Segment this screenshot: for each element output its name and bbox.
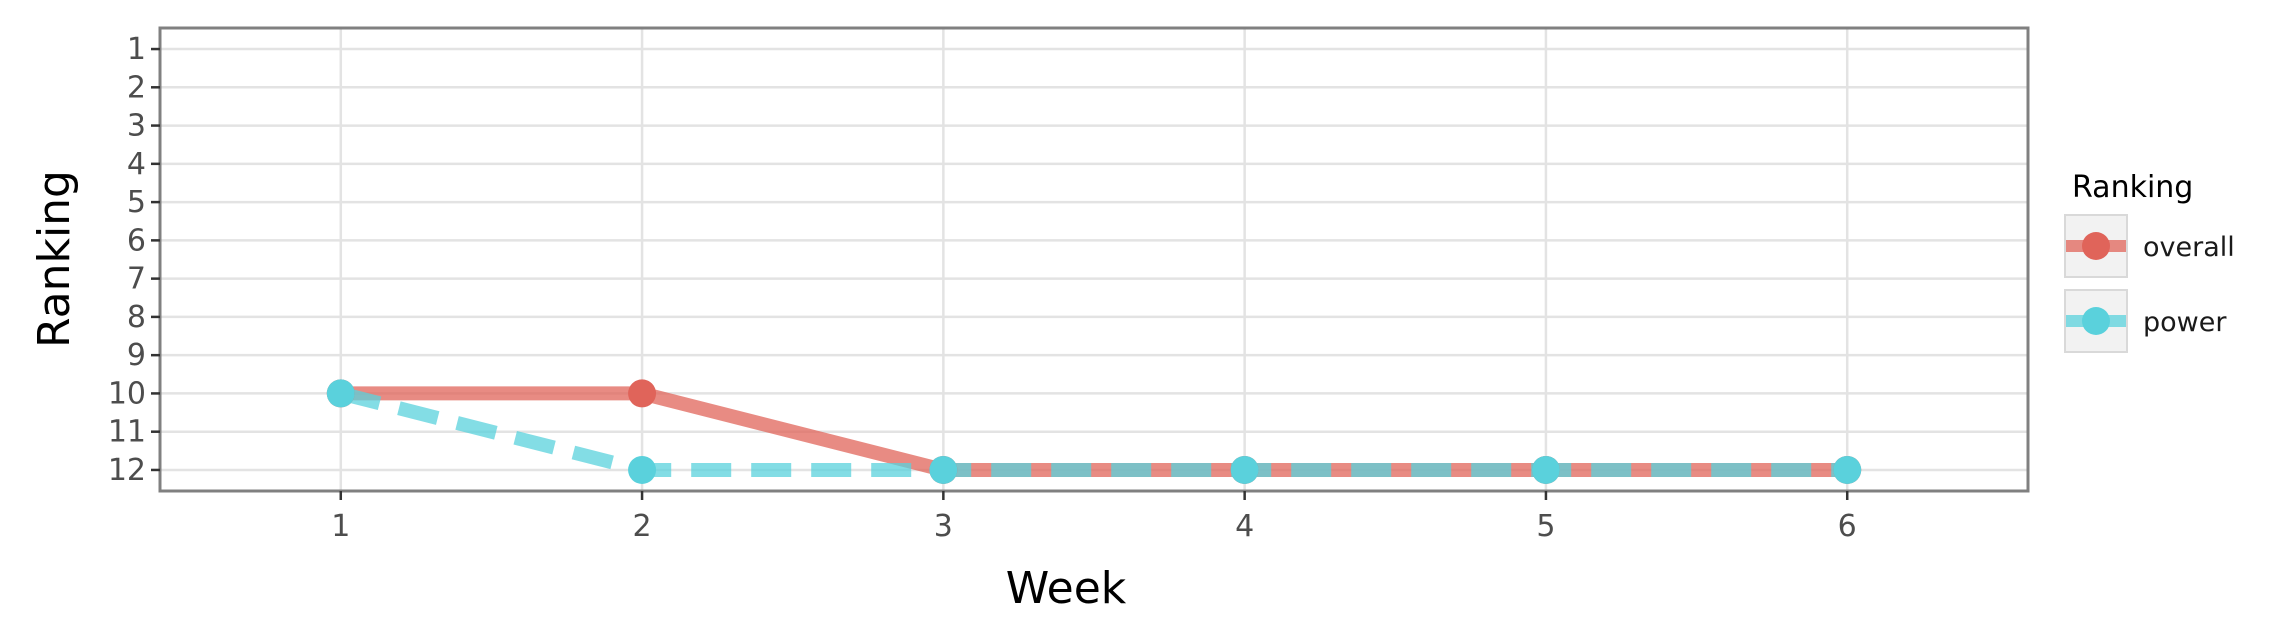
series-line-power bbox=[339, 386, 1848, 477]
legend-title: Ranking bbox=[2072, 170, 2193, 205]
data-point-power bbox=[628, 455, 657, 484]
y-tick-label: 8 bbox=[127, 300, 146, 335]
y-tick-label: 3 bbox=[127, 109, 146, 144]
x-tick-label: 2 bbox=[633, 509, 652, 544]
legend-key-marker bbox=[2082, 307, 2110, 335]
x-axis-label: Week bbox=[1006, 563, 1127, 614]
data-point-power bbox=[929, 455, 958, 484]
x-tick-label: 5 bbox=[1536, 509, 1555, 544]
y-tick-label: 7 bbox=[127, 262, 146, 297]
y-tick-label: 12 bbox=[108, 453, 146, 488]
y-tick-label: 11 bbox=[108, 415, 146, 450]
legend-label: overall bbox=[2143, 232, 2235, 263]
data-point-power bbox=[1531, 455, 1560, 484]
plot-panel bbox=[160, 28, 2028, 491]
legend-label: power bbox=[2143, 307, 2227, 338]
x-axis: 1 2 3 4 5 6 bbox=[331, 491, 1857, 544]
x-tick-label: 4 bbox=[1235, 509, 1254, 544]
y-tick-label: 10 bbox=[108, 376, 146, 411]
plot-border bbox=[158, 26, 2030, 493]
y-tick-label: 6 bbox=[127, 223, 146, 258]
data-point-power bbox=[1833, 455, 1862, 484]
x-tick-label: 1 bbox=[331, 509, 350, 544]
y-tick-label: 1 bbox=[127, 32, 146, 67]
x-tick-label: 6 bbox=[1838, 509, 1857, 544]
series-layer bbox=[326, 379, 1862, 484]
y-tick-label: 4 bbox=[127, 147, 146, 182]
y-tick-label: 5 bbox=[127, 185, 146, 220]
data-point-power bbox=[1230, 455, 1259, 484]
y-tick-label: 9 bbox=[127, 338, 146, 373]
legend: Ranking overall power bbox=[2064, 170, 2235, 353]
data-point-power bbox=[326, 379, 355, 408]
legend-entries: overall power bbox=[2064, 214, 2235, 353]
legend-key-marker bbox=[2082, 232, 2110, 260]
x-tick-label: 3 bbox=[934, 509, 953, 544]
y-tick-label: 2 bbox=[127, 70, 146, 105]
data-point-overall bbox=[628, 379, 657, 408]
y-axis-label: Ranking bbox=[29, 170, 80, 348]
